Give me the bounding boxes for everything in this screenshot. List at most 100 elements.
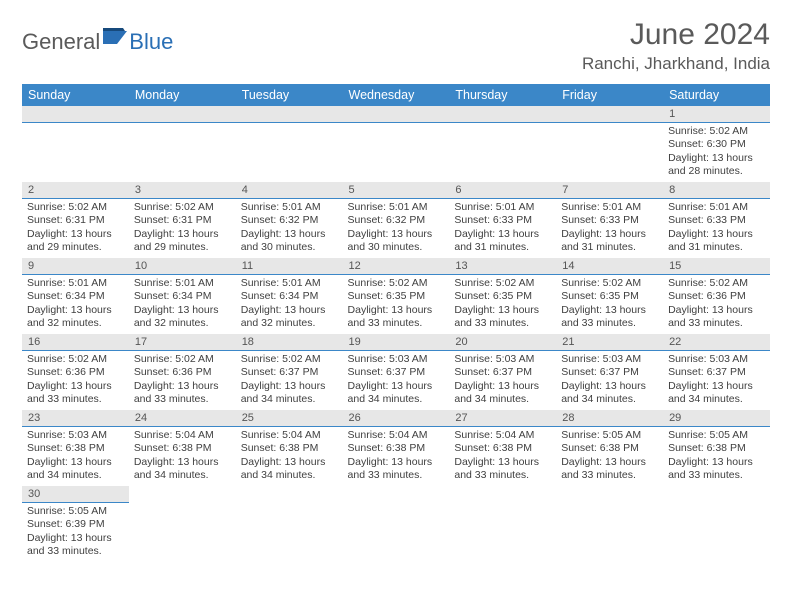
day-number: 7 [556,182,663,198]
calendar-cell [449,486,556,562]
day-content: Sunrise: 5:02 AMSunset: 6:37 PMDaylight:… [236,351,343,410]
weekday-header: Friday [556,84,663,106]
weekday-header-row: SundayMondayTuesdayWednesdayThursdayFrid… [22,84,770,106]
calendar-cell: 16Sunrise: 5:02 AMSunset: 6:36 PMDayligh… [22,334,129,410]
day-number: 26 [343,410,450,426]
weekday-header: Saturday [663,84,770,106]
day-number: 14 [556,258,663,274]
day-content: Sunrise: 5:01 AMSunset: 6:34 PMDaylight:… [22,275,129,334]
calendar-cell: 14Sunrise: 5:02 AMSunset: 6:35 PMDayligh… [556,258,663,334]
calendar-cell [556,106,663,182]
calendar-page: General Blue June 2024 Ranchi, Jharkhand… [0,0,792,580]
day-content: Sunrise: 5:02 AMSunset: 6:35 PMDaylight:… [343,275,450,334]
day-number: 6 [449,182,556,198]
day-number: 17 [129,334,236,350]
day-content: Sunrise: 5:02 AMSunset: 6:35 PMDaylight:… [449,275,556,334]
calendar-cell [449,106,556,182]
weekday-header: Thursday [449,84,556,106]
day-number: 29 [663,410,770,426]
day-content: Sunrise: 5:05 AMSunset: 6:38 PMDaylight:… [663,427,770,486]
day-content: Sunrise: 5:04 AMSunset: 6:38 PMDaylight:… [129,427,236,486]
calendar-cell [343,106,450,182]
calendar-cell: 26Sunrise: 5:04 AMSunset: 6:38 PMDayligh… [343,410,450,486]
day-number: 1 [663,106,770,122]
calendar-cell: 10Sunrise: 5:01 AMSunset: 6:34 PMDayligh… [129,258,236,334]
brand-part2: Blue [129,29,173,55]
calendar-cell: 11Sunrise: 5:01 AMSunset: 6:34 PMDayligh… [236,258,343,334]
weekday-header: Tuesday [236,84,343,106]
calendar-cell: 29Sunrise: 5:05 AMSunset: 6:38 PMDayligh… [663,410,770,486]
day-number: 4 [236,182,343,198]
weekday-header: Sunday [22,84,129,106]
calendar-cell: 19Sunrise: 5:03 AMSunset: 6:37 PMDayligh… [343,334,450,410]
day-number: 13 [449,258,556,274]
day-content: Sunrise: 5:04 AMSunset: 6:38 PMDaylight:… [449,427,556,486]
day-number: 22 [663,334,770,350]
calendar-cell [663,486,770,562]
calendar-cell [22,106,129,182]
day-content: Sunrise: 5:01 AMSunset: 6:33 PMDaylight:… [663,199,770,258]
day-content: Sunrise: 5:01 AMSunset: 6:34 PMDaylight:… [129,275,236,334]
day-number: 27 [449,410,556,426]
day-content: Sunrise: 5:02 AMSunset: 6:30 PMDaylight:… [663,123,770,182]
day-content: Sunrise: 5:04 AMSunset: 6:38 PMDaylight:… [343,427,450,486]
calendar-row: 1Sunrise: 5:02 AMSunset: 6:30 PMDaylight… [22,106,770,182]
day-content: Sunrise: 5:01 AMSunset: 6:33 PMDaylight:… [449,199,556,258]
calendar-row: 2Sunrise: 5:02 AMSunset: 6:31 PMDaylight… [22,182,770,258]
day-number: 16 [22,334,129,350]
calendar-cell: 18Sunrise: 5:02 AMSunset: 6:37 PMDayligh… [236,334,343,410]
day-number: 5 [343,182,450,198]
day-number: 2 [22,182,129,198]
calendar-cell: 30Sunrise: 5:05 AMSunset: 6:39 PMDayligh… [22,486,129,562]
brand-logo: General Blue [22,24,173,59]
calendar-cell: 12Sunrise: 5:02 AMSunset: 6:35 PMDayligh… [343,258,450,334]
calendar-cell [556,486,663,562]
day-number: 3 [129,182,236,198]
calendar-cell [236,486,343,562]
calendar-cell: 23Sunrise: 5:03 AMSunset: 6:38 PMDayligh… [22,410,129,486]
weekday-header: Monday [129,84,236,106]
day-content: Sunrise: 5:05 AMSunset: 6:38 PMDaylight:… [556,427,663,486]
calendar-cell: 3Sunrise: 5:02 AMSunset: 6:31 PMDaylight… [129,182,236,258]
weekday-header: Wednesday [343,84,450,106]
day-number: 19 [343,334,450,350]
day-number: 10 [129,258,236,274]
calendar-body: 1Sunrise: 5:02 AMSunset: 6:30 PMDaylight… [22,106,770,562]
day-content: Sunrise: 5:03 AMSunset: 6:37 PMDaylight:… [556,351,663,410]
calendar-row: 16Sunrise: 5:02 AMSunset: 6:36 PMDayligh… [22,334,770,410]
day-content: Sunrise: 5:02 AMSunset: 6:31 PMDaylight:… [22,199,129,258]
calendar-row: 23Sunrise: 5:03 AMSunset: 6:38 PMDayligh… [22,410,770,486]
calendar-cell: 7Sunrise: 5:01 AMSunset: 6:33 PMDaylight… [556,182,663,258]
day-number: 11 [236,258,343,274]
day-number: 23 [22,410,129,426]
location-text: Ranchi, Jharkhand, India [582,54,770,74]
calendar-cell: 6Sunrise: 5:01 AMSunset: 6:33 PMDaylight… [449,182,556,258]
day-content: Sunrise: 5:01 AMSunset: 6:33 PMDaylight:… [556,199,663,258]
day-content: Sunrise: 5:03 AMSunset: 6:38 PMDaylight:… [22,427,129,486]
calendar-cell: 21Sunrise: 5:03 AMSunset: 6:37 PMDayligh… [556,334,663,410]
calendar-row: 9Sunrise: 5:01 AMSunset: 6:34 PMDaylight… [22,258,770,334]
calendar-cell: 27Sunrise: 5:04 AMSunset: 6:38 PMDayligh… [449,410,556,486]
day-content: Sunrise: 5:05 AMSunset: 6:39 PMDaylight:… [22,503,129,562]
day-number: 28 [556,410,663,426]
day-number: 12 [343,258,450,274]
calendar-cell: 25Sunrise: 5:04 AMSunset: 6:38 PMDayligh… [236,410,343,486]
day-content: Sunrise: 5:02 AMSunset: 6:36 PMDaylight:… [22,351,129,410]
day-content: Sunrise: 5:02 AMSunset: 6:36 PMDaylight:… [129,351,236,410]
day-content: Sunrise: 5:01 AMSunset: 6:32 PMDaylight:… [236,199,343,258]
day-number: 8 [663,182,770,198]
day-number: 18 [236,334,343,350]
calendar-cell [129,486,236,562]
calendar-cell [236,106,343,182]
calendar-cell: 1Sunrise: 5:02 AMSunset: 6:30 PMDaylight… [663,106,770,182]
calendar-cell: 13Sunrise: 5:02 AMSunset: 6:35 PMDayligh… [449,258,556,334]
day-content: Sunrise: 5:01 AMSunset: 6:34 PMDaylight:… [236,275,343,334]
day-number: 15 [663,258,770,274]
month-title: June 2024 [582,18,770,52]
day-content: Sunrise: 5:02 AMSunset: 6:31 PMDaylight:… [129,199,236,258]
title-block: June 2024 Ranchi, Jharkhand, India [582,18,770,74]
day-content: Sunrise: 5:03 AMSunset: 6:37 PMDaylight:… [449,351,556,410]
day-number: 25 [236,410,343,426]
day-number: 20 [449,334,556,350]
calendar-row: 30Sunrise: 5:05 AMSunset: 6:39 PMDayligh… [22,486,770,562]
